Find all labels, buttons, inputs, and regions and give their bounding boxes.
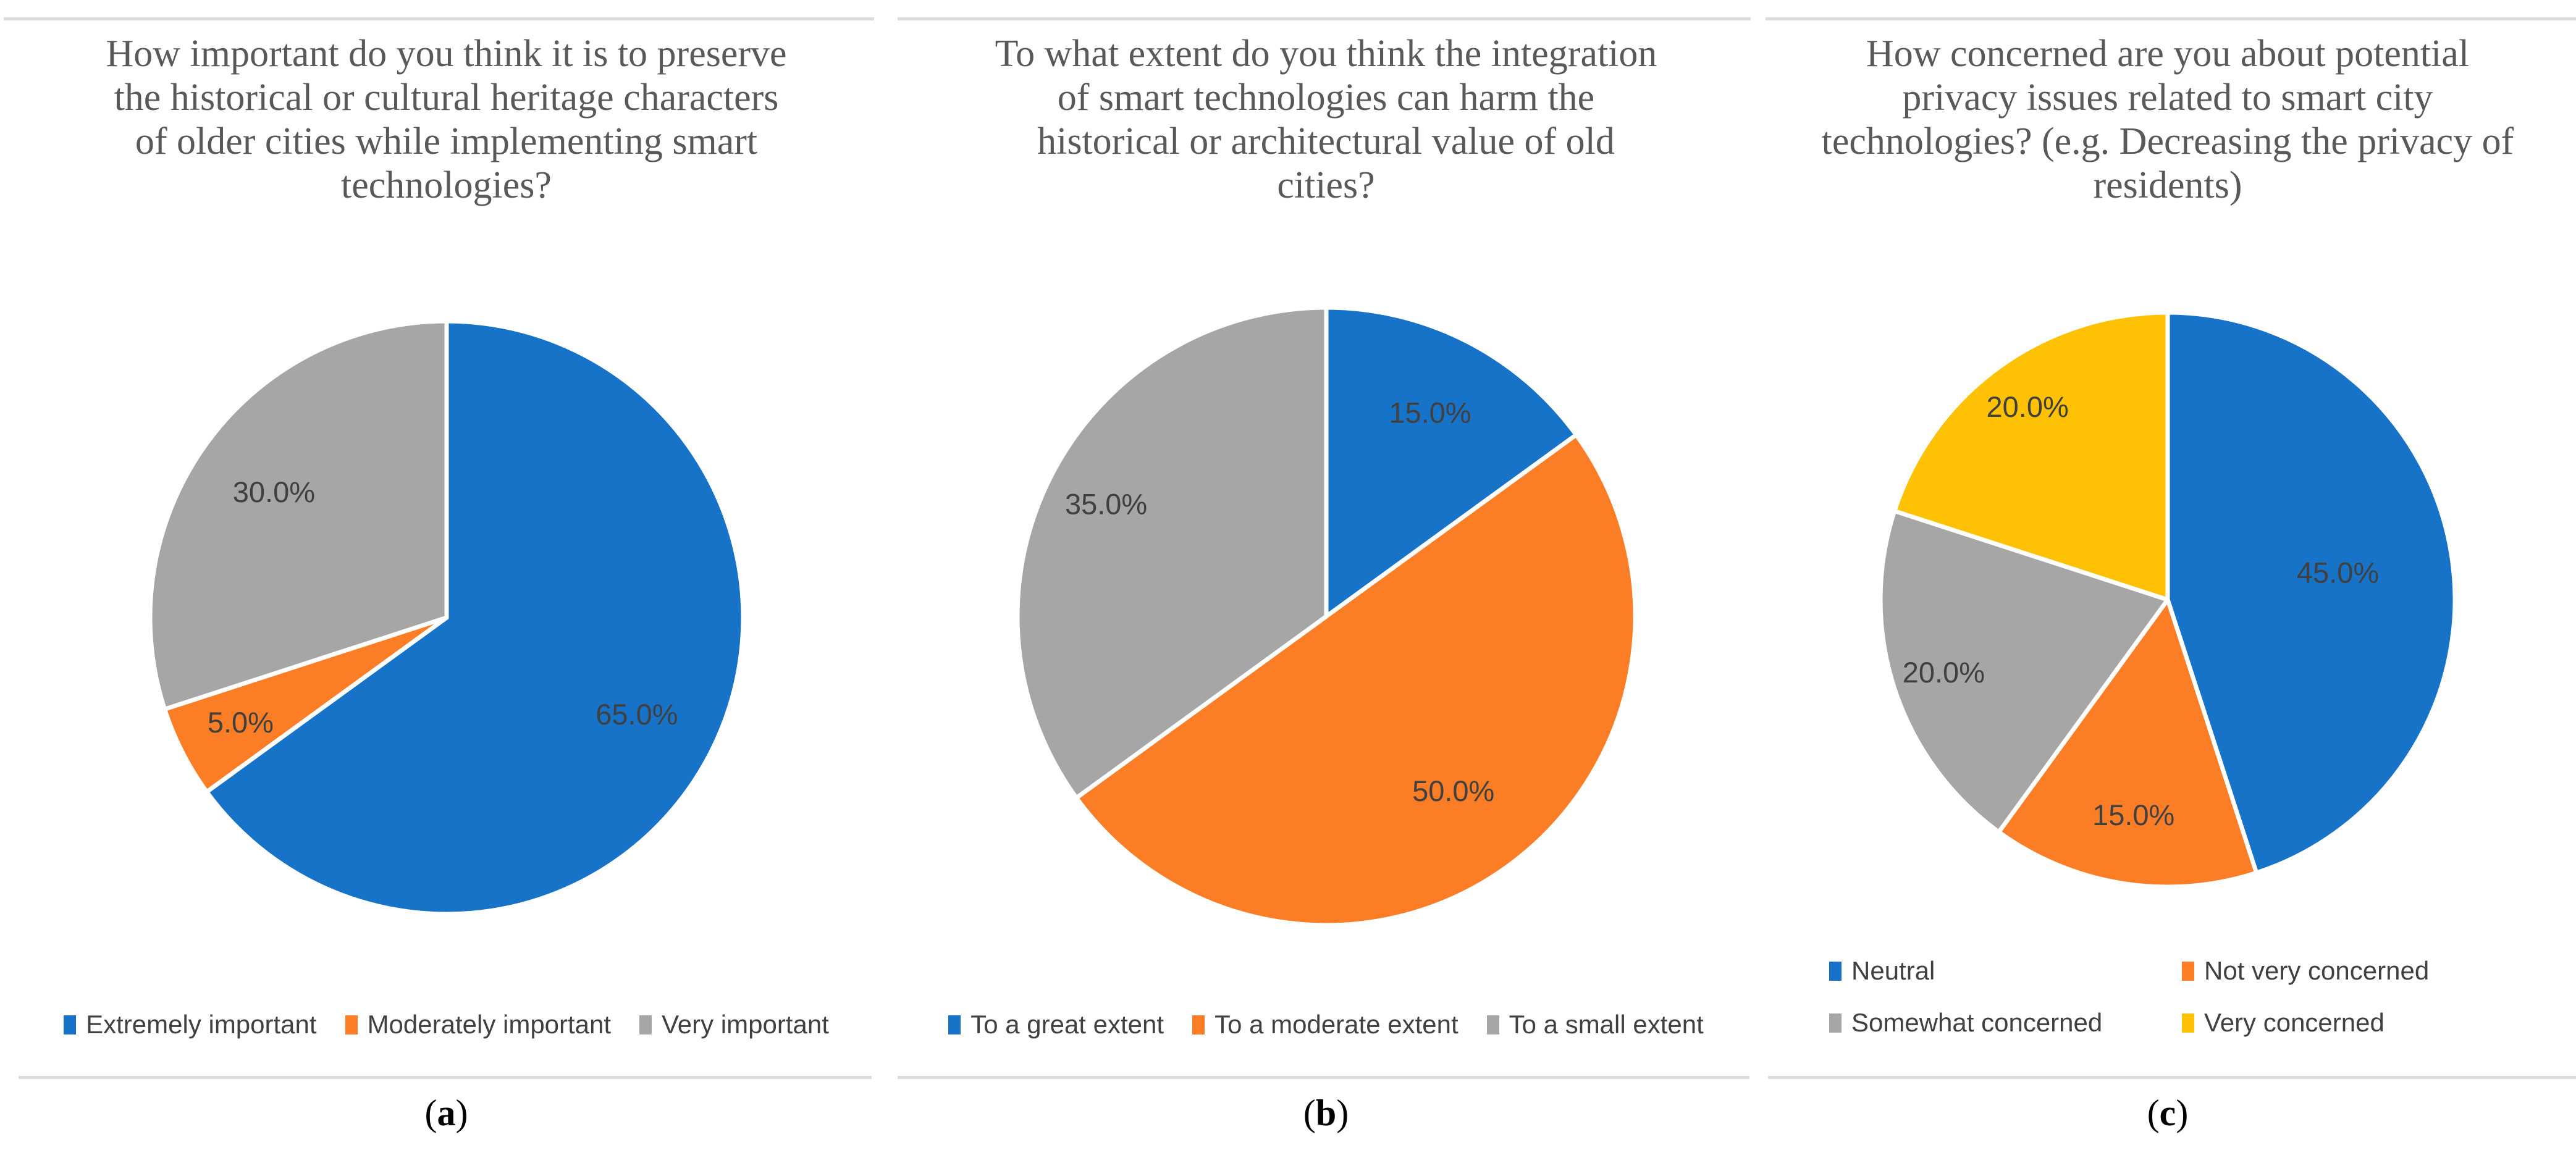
chart-a-title: How important do you think it is to pres… <box>106 33 787 206</box>
panel-c-caption: (c) <box>2147 1093 2189 1133</box>
panel-a: How important do you think it is to pres… <box>0 0 893 1158</box>
legend-item-very-important: Very important <box>639 1010 829 1039</box>
legend-item-somewhat-concerned: Somewhat concerned <box>1829 1008 2153 1038</box>
panel-b-bottom-rule <box>898 1076 1749 1079</box>
legend-label-very-important: Very important <box>662 1010 829 1039</box>
legend-swatch-extremely-important <box>64 1015 77 1034</box>
legend-item-neutral: Neutral <box>1829 956 2153 986</box>
slice-label-neutral: 45.0% <box>2297 556 2379 589</box>
panel-a-caption: (a) <box>424 1093 468 1133</box>
legend-item-moderately-important: Moderately important <box>345 1010 612 1039</box>
pie-slice-very-important <box>148 319 448 711</box>
panel-b: To what extent do you think the integrat… <box>893 0 1759 1158</box>
legend-label-moderate-extent: To a moderate extent <box>1214 1010 1458 1039</box>
panel-c-top-rule <box>1766 17 2576 20</box>
panel-a-top-rule <box>4 17 874 20</box>
pie-slice-not-very-concerned <box>1997 597 2259 889</box>
slice-label-to-a-moderate-extent: 50.0% <box>1412 774 1494 807</box>
slice-label-somewhat-concerned: 20.0% <box>1903 656 1985 689</box>
pie-chart-a: 65.0% 5.0% 30.0% <box>148 319 745 917</box>
legend-label-small-extent: To a small extent <box>1509 1010 1704 1039</box>
legend-c: Neutral Not very concerned Somewhat conc… <box>1759 956 2576 1038</box>
legend-a: Extremely important Moderately important… <box>0 1010 893 1039</box>
slice-label-very-concerned: 20.0% <box>1987 390 2069 423</box>
slice-label-to-a-small-extent: 35.0% <box>1064 487 1147 520</box>
legend-swatch-very-concerned <box>2182 1013 2194 1033</box>
pie-slice-to-a-moderate-extent <box>1074 432 1637 928</box>
panel-c: How concerned are you about potential pr… <box>1759 0 2576 1158</box>
legend-label-not-very-concerned: Not very concerned <box>2204 956 2430 985</box>
legend-item-great-extent: To a great extent <box>948 1010 1164 1039</box>
legend-label-moderately-important: Moderately important <box>367 1010 612 1039</box>
legend-b: To a great extent To a moderate extent T… <box>893 1010 1759 1039</box>
legend-label-very-concerned: Very concerned <box>2204 1008 2384 1037</box>
legend-label-neutral: Neutral <box>1851 956 1935 985</box>
legend-label-extremely-important: Extremely important <box>86 1010 317 1039</box>
panel-b-caption: (b) <box>1303 1093 1349 1133</box>
slice-label-to-a-great-extent: 15.0% <box>1389 396 1471 429</box>
legend-label-somewhat-concerned: Somewhat concerned <box>1851 1008 2103 1037</box>
pie-slice-extremely-important <box>204 319 745 917</box>
panel-b-top-rule <box>898 17 1751 20</box>
pie-chart-c: 45.0% 15.0% 20.0% 20.0% <box>1878 310 2457 889</box>
pie-slice-neutral <box>2165 310 2457 875</box>
pie-slice-somewhat-concerned <box>1878 508 2170 834</box>
pie-slice-to-a-small-extent <box>1015 305 1328 800</box>
slice-label-not-very-concerned: 15.0% <box>2092 799 2174 831</box>
pie-chart-b: 15.0% 50.0% 35.0% <box>1015 305 1637 928</box>
legend-swatch-great-extent <box>948 1015 961 1034</box>
chart-c-title: How concerned are you about potential pr… <box>1821 33 2514 206</box>
legend-swatch-small-extent <box>1486 1015 1499 1034</box>
chart-b-title: To what extent do you think the integrat… <box>995 33 1657 206</box>
legend-swatch-moderate-extent <box>1192 1015 1205 1034</box>
slice-label-extremely-important: 65.0% <box>596 698 678 731</box>
legend-swatch-neutral <box>1829 961 1842 981</box>
panel-a-bottom-rule <box>19 1076 872 1079</box>
slice-label-very-important: 30.0% <box>232 476 314 508</box>
legend-label-great-extent: To a great extent <box>970 1010 1164 1039</box>
legend-item-extremely-important: Extremely important <box>64 1010 317 1039</box>
pie-slice-very-concerned <box>1892 310 2170 602</box>
pie-slice-to-a-great-extent <box>1324 305 1578 619</box>
legend-swatch-not-very-concerned <box>2182 961 2194 981</box>
legend-item-not-very-concerned: Not very concerned <box>2182 956 2506 986</box>
legend-swatch-somewhat-concerned <box>1829 1013 1842 1033</box>
legend-swatch-moderately-important <box>345 1015 358 1034</box>
slice-label-moderately-important: 5.0% <box>207 706 273 739</box>
legend-item-very-concerned: Very concerned <box>2182 1008 2506 1038</box>
panel-c-bottom-rule <box>1768 1076 2576 1079</box>
legend-item-small-extent: To a small extent <box>1486 1010 1704 1039</box>
legend-item-moderate-extent: To a moderate extent <box>1192 1010 1458 1039</box>
legend-swatch-very-important <box>639 1015 652 1034</box>
